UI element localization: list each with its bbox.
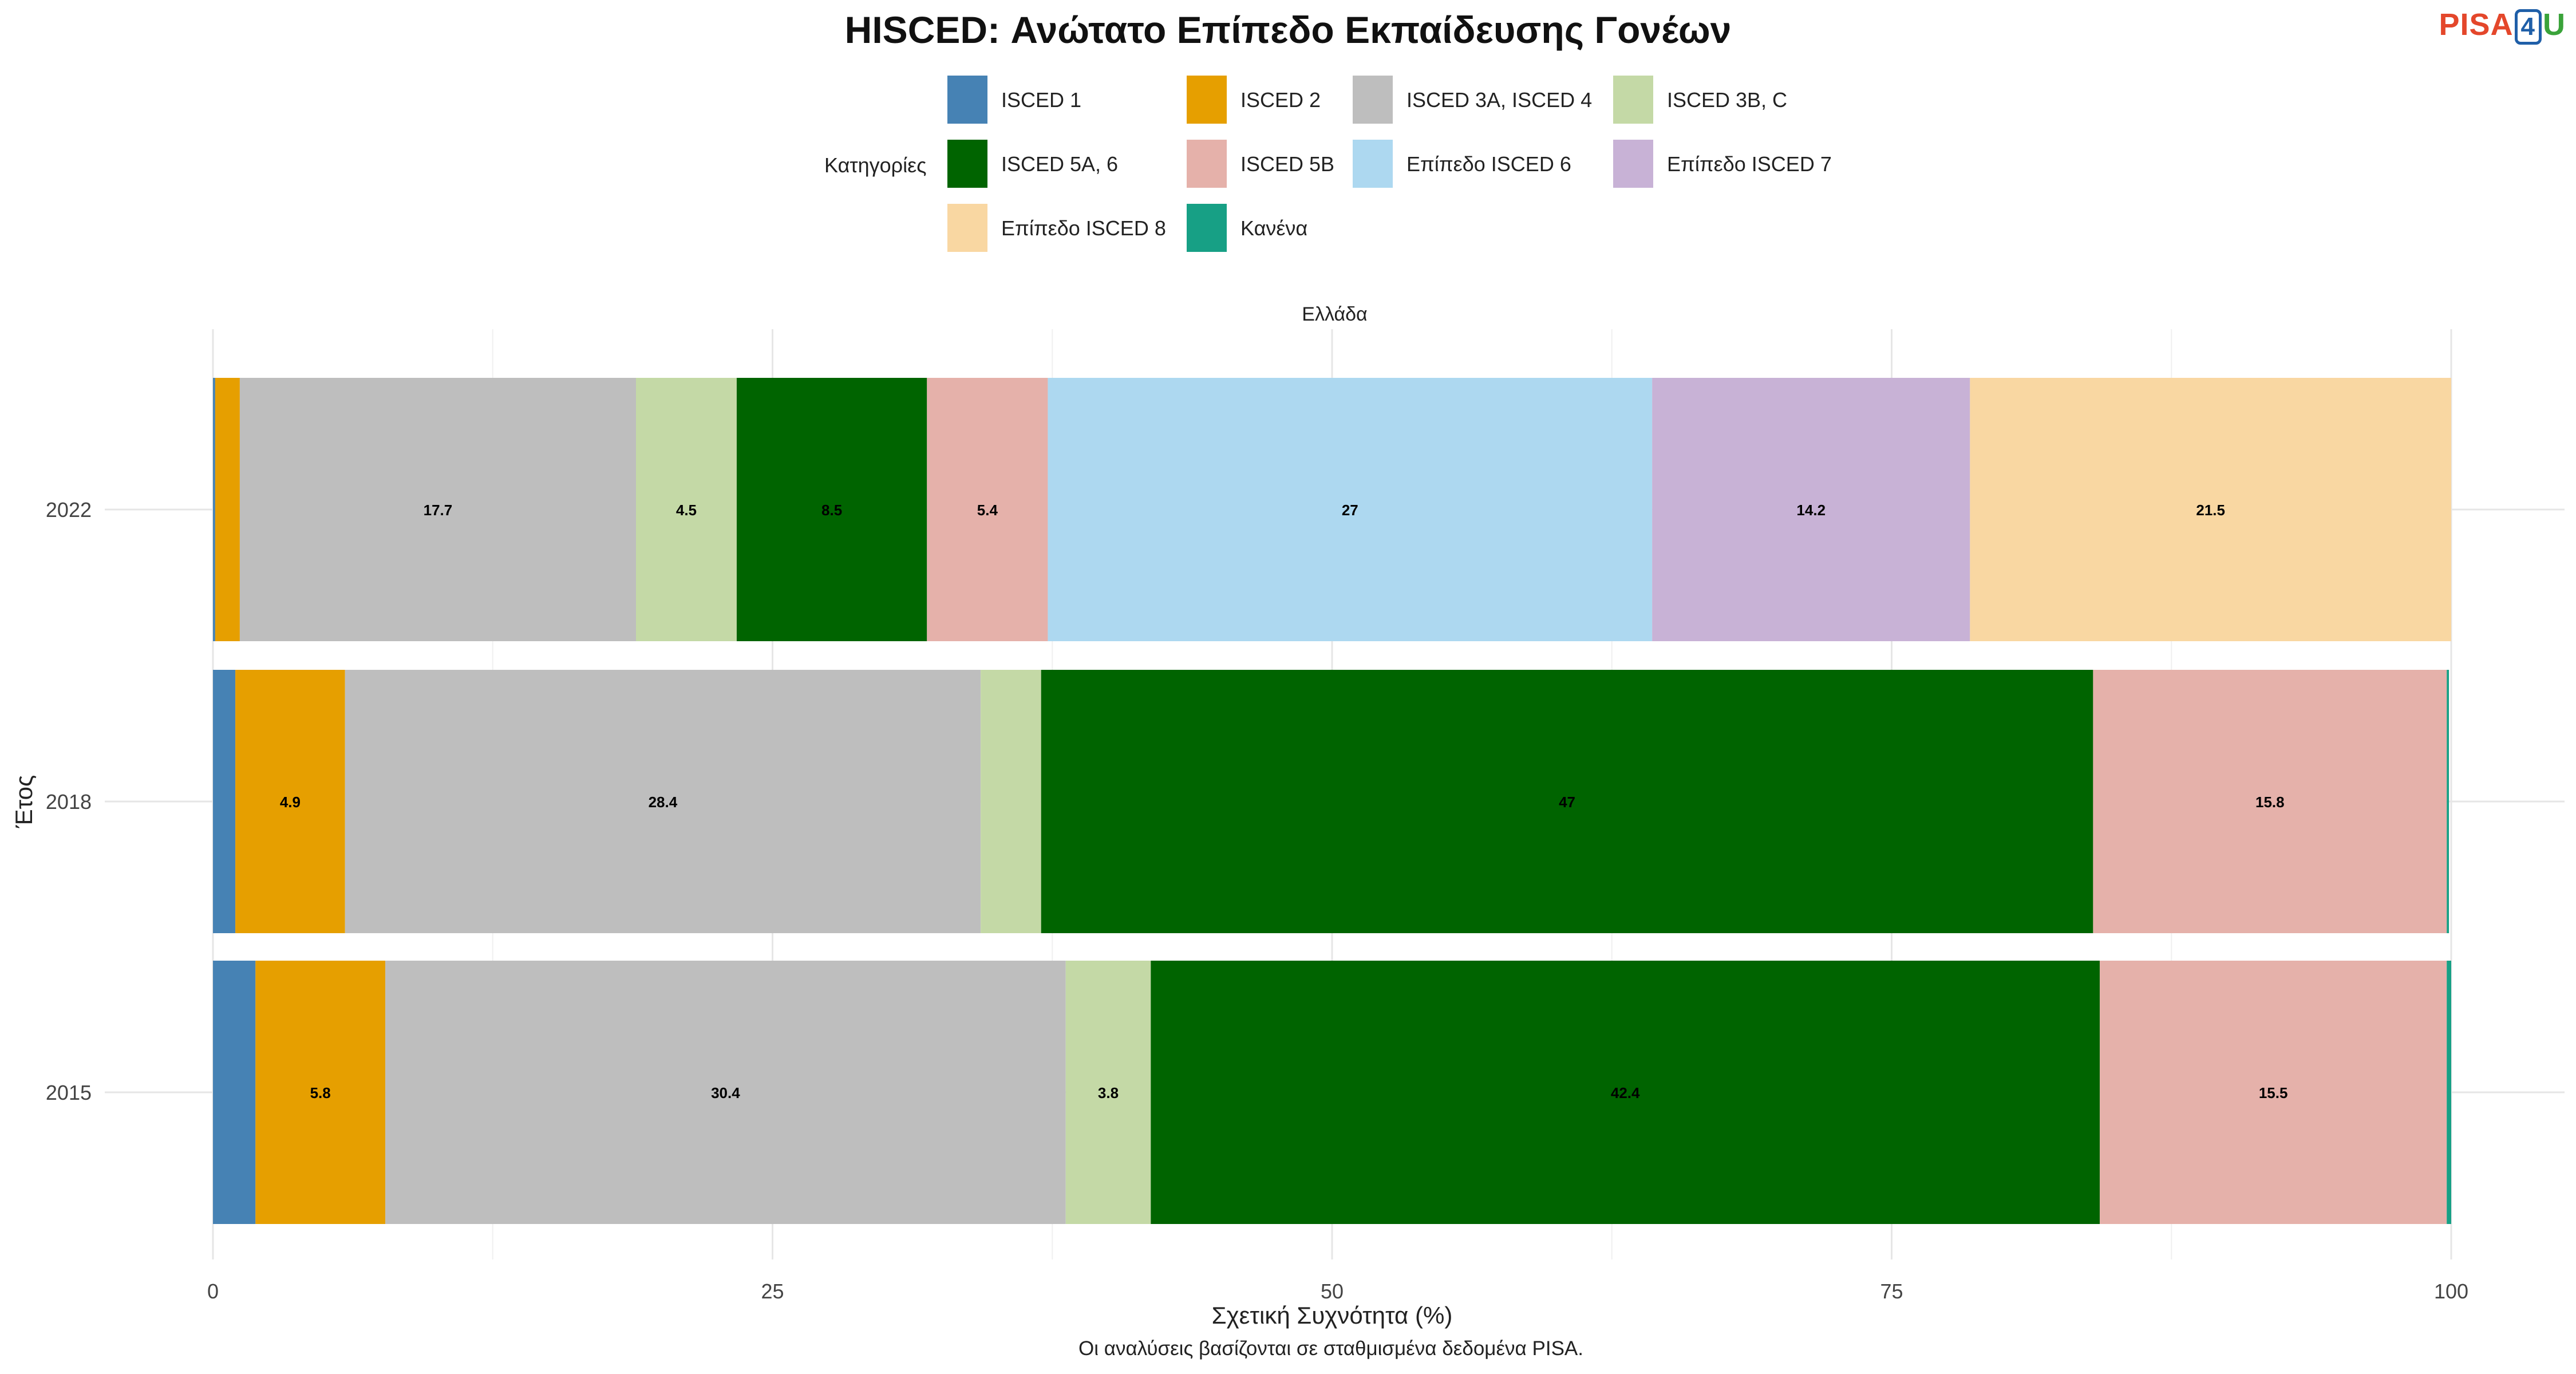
legend-label: Κανένα	[1240, 216, 1308, 240]
logo-text-four: 4	[2514, 9, 2542, 45]
legend-swatch	[947, 140, 987, 188]
bar-segment	[235, 670, 345, 933]
legend-swatch	[1353, 140, 1393, 188]
data-label: 42.4	[1611, 1084, 1640, 1101]
bar-segment	[1652, 378, 1970, 641]
legend-label: ISCED 2	[1240, 88, 1321, 112]
bar-segment	[981, 670, 1041, 933]
legend-swatch	[947, 76, 987, 124]
bar-segment	[1048, 378, 1653, 641]
bar-segment	[345, 670, 981, 933]
legend-label: ISCED 3B, C	[1667, 88, 1788, 112]
chart-title: HISCED: Ανώτατο Επίπεδο Εκπαίδευσης Γονέ…	[844, 9, 1732, 51]
legend-swatch	[1187, 76, 1227, 124]
x-axis-title: Σχετική Συχνότητα (%)	[1212, 1302, 1453, 1329]
legend-label: ISCED 1	[1001, 88, 1082, 112]
bar-segment	[2093, 670, 2447, 933]
logo-text-u: U	[2543, 7, 2566, 42]
data-label: 15.8	[2255, 793, 2285, 811]
bar-segment	[2447, 961, 2451, 1224]
legend-label: ISCED 3A, ISCED 4	[1406, 88, 1593, 112]
data-label: 17.7	[424, 502, 453, 519]
y-tick-label: 2018	[46, 790, 92, 814]
logo-text-pisa: PISA	[2439, 7, 2514, 42]
legend-title: Κατηγορίες	[824, 153, 927, 177]
bar-segment	[736, 378, 927, 641]
data-label: 14.2	[1796, 502, 1826, 519]
facet-label: Ελλάδα	[1302, 303, 1367, 325]
y-tick-label: 2022	[46, 498, 92, 522]
bar-segment	[2100, 961, 2447, 1224]
legend-swatch	[1613, 140, 1653, 188]
bar-segment	[213, 961, 256, 1224]
x-tick-label: 25	[761, 1280, 784, 1303]
legend-label: ISCED 5A, 6	[1001, 152, 1119, 176]
data-label: 27	[1342, 502, 1358, 519]
bar-segment	[215, 378, 240, 641]
legend-label: Επίπεδο ISCED 7	[1667, 152, 1832, 176]
data-label: 4.9	[280, 793, 301, 811]
data-label: 5.8	[310, 1084, 331, 1101]
legend-label: ISCED 5B	[1240, 152, 1335, 176]
data-label: 21.5	[2196, 502, 2225, 519]
x-tick-label: 100	[2434, 1280, 2468, 1303]
x-tick-label: 0	[207, 1280, 219, 1303]
y-axis-title: Έτος	[10, 775, 37, 829]
x-tick-label: 75	[1880, 1280, 1903, 1303]
legend-swatch	[1187, 140, 1227, 188]
bar-segment	[385, 961, 1066, 1224]
chart-caption: Οι αναλύσεις βασίζονται σε σταθμισμένα δ…	[1078, 1337, 1583, 1360]
bar-segment	[255, 961, 386, 1224]
legend-swatch	[1613, 76, 1653, 124]
legend-swatch	[1187, 204, 1227, 252]
legend-swatch	[947, 204, 987, 252]
data-label: 47	[1559, 793, 1575, 811]
data-label: 28.4	[649, 793, 678, 811]
data-label: 15.5	[2259, 1084, 2288, 1101]
bar-segment	[635, 378, 737, 641]
x-tick-label: 50	[1321, 1280, 1344, 1303]
bar-segment	[213, 670, 236, 933]
legend-label: Επίπεδο ISCED 6	[1406, 152, 1571, 176]
legend-label: Επίπεδο ISCED 8	[1001, 216, 1166, 240]
bar-segment	[213, 378, 215, 641]
bar-segment	[239, 378, 636, 641]
legend-swatch	[1353, 76, 1393, 124]
y-tick-label: 2015	[46, 1081, 92, 1104]
data-label: 5.4	[977, 502, 998, 519]
data-label: 4.5	[676, 502, 697, 519]
pisa4u-logo: PISA 4 U	[2439, 7, 2566, 45]
data-label: 30.4	[711, 1084, 740, 1101]
data-label: 8.5	[821, 502, 842, 519]
bar-segment	[1151, 961, 2100, 1224]
bar-segment	[1970, 378, 2451, 641]
bar-segment	[1065, 961, 1151, 1224]
bar-segment	[2447, 670, 2449, 933]
bar-segment	[1041, 670, 2093, 933]
legend: ISCED 1 ISCED 2 ISCED 3A, ISCED 4 ISCED 3B,…	[947, 76, 1921, 259]
data-label: 3.8	[1098, 1084, 1119, 1101]
bar-segment	[927, 378, 1048, 641]
